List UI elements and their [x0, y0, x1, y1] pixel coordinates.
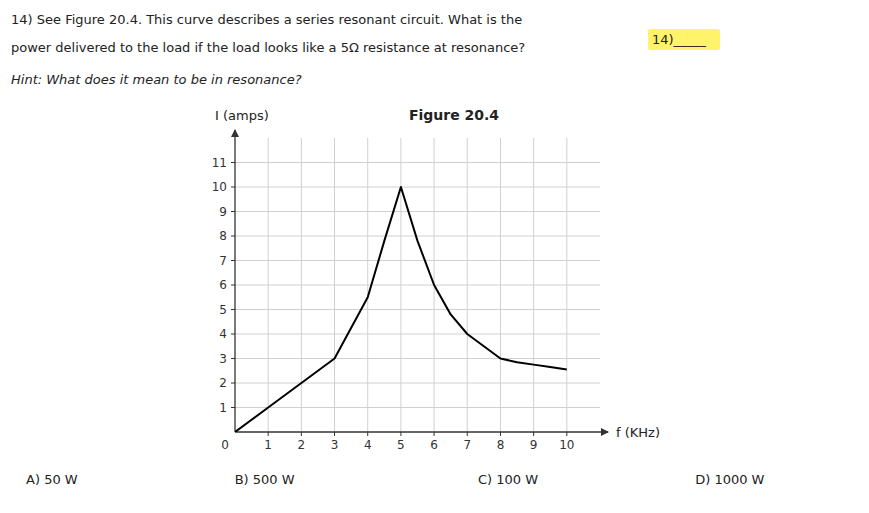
grid-line [235, 187, 600, 188]
x-tick-label: 7 [463, 438, 471, 452]
grid-line [235, 358, 600, 359]
x-tick [467, 432, 468, 436]
x-tick-label: 10 [559, 438, 574, 452]
x-tick [301, 432, 302, 436]
x-tick-label: 6 [430, 438, 438, 452]
x-tick-label: 8 [497, 438, 505, 452]
grid-line [235, 260, 600, 261]
x-tick-label: 2 [298, 438, 306, 452]
answer-choice: B) 500 W [235, 472, 295, 487]
origin-label: 0 [221, 438, 229, 452]
answer-label: 14)_____ [652, 32, 707, 47]
y-tick [231, 187, 235, 188]
y-tick [231, 211, 235, 212]
answer-box [648, 29, 720, 50]
y-axis [234, 130, 235, 432]
question-line: power delivered to the load if the load … [11, 40, 525, 55]
grid-line [235, 309, 600, 310]
x-tick-label: 3 [331, 438, 339, 452]
x-tick [533, 432, 534, 436]
grid-line [235, 285, 600, 286]
y-axis-label: I (amps) [215, 108, 269, 123]
x-tick-label: 4 [364, 438, 372, 452]
grid-line [235, 334, 600, 335]
y-tick [231, 162, 235, 163]
grid-line [235, 383, 600, 384]
y-tick-label: 8 [219, 229, 227, 243]
resonance-curve [235, 187, 567, 432]
x-tick-label: 9 [530, 438, 538, 452]
question-line: 14) See Figure 20.4. This curve describe… [11, 12, 522, 27]
plot-area [235, 187, 567, 432]
grid-line [235, 236, 600, 237]
y-tick [231, 260, 235, 261]
x-tick [367, 432, 368, 436]
y-tick [231, 285, 235, 286]
hint: Hint: What does it mean to be in resonan… [11, 72, 302, 87]
x-tick [500, 432, 501, 436]
y-tick-label: 5 [219, 303, 227, 317]
grid-line [235, 211, 600, 212]
y-tick [231, 334, 235, 335]
y-tick-label: 3 [219, 352, 227, 366]
x-axis [235, 431, 608, 432]
grid-line [235, 407, 600, 408]
y-tick-label: 7 [219, 254, 227, 268]
chart: 14) See Figure 20.4. This curve describe… [0, 0, 869, 513]
y-tick-label: 11 [212, 156, 227, 170]
x-tick [334, 432, 335, 436]
x-tick [400, 432, 401, 436]
grid-line [235, 162, 600, 163]
y-tick-label: 4 [219, 327, 227, 341]
answer-choice: A) 50 W [26, 472, 78, 487]
x-tick-label: 5 [397, 438, 405, 452]
x-tick [434, 432, 435, 436]
y-tick [231, 407, 235, 408]
y-tick-label: 2 [219, 376, 227, 390]
y-tick [231, 358, 235, 359]
y-tick [231, 383, 235, 384]
y-tick [231, 236, 235, 237]
x-tick-label: 1 [264, 438, 272, 452]
answer-choice: D) 1000 W [695, 472, 764, 487]
y-tick-label: 10 [212, 180, 227, 194]
x-tick [268, 432, 269, 436]
y-tick-label: 1 [219, 401, 227, 415]
answer-choice: C) 100 W [478, 472, 538, 487]
y-tick-label: 6 [219, 278, 227, 292]
chart-title: Figure 20.4 [409, 107, 499, 123]
x-axis-label: f (KHz) [616, 425, 660, 440]
y-tick-label: 9 [219, 205, 227, 219]
x-tick [566, 432, 567, 436]
y-tick [231, 309, 235, 310]
